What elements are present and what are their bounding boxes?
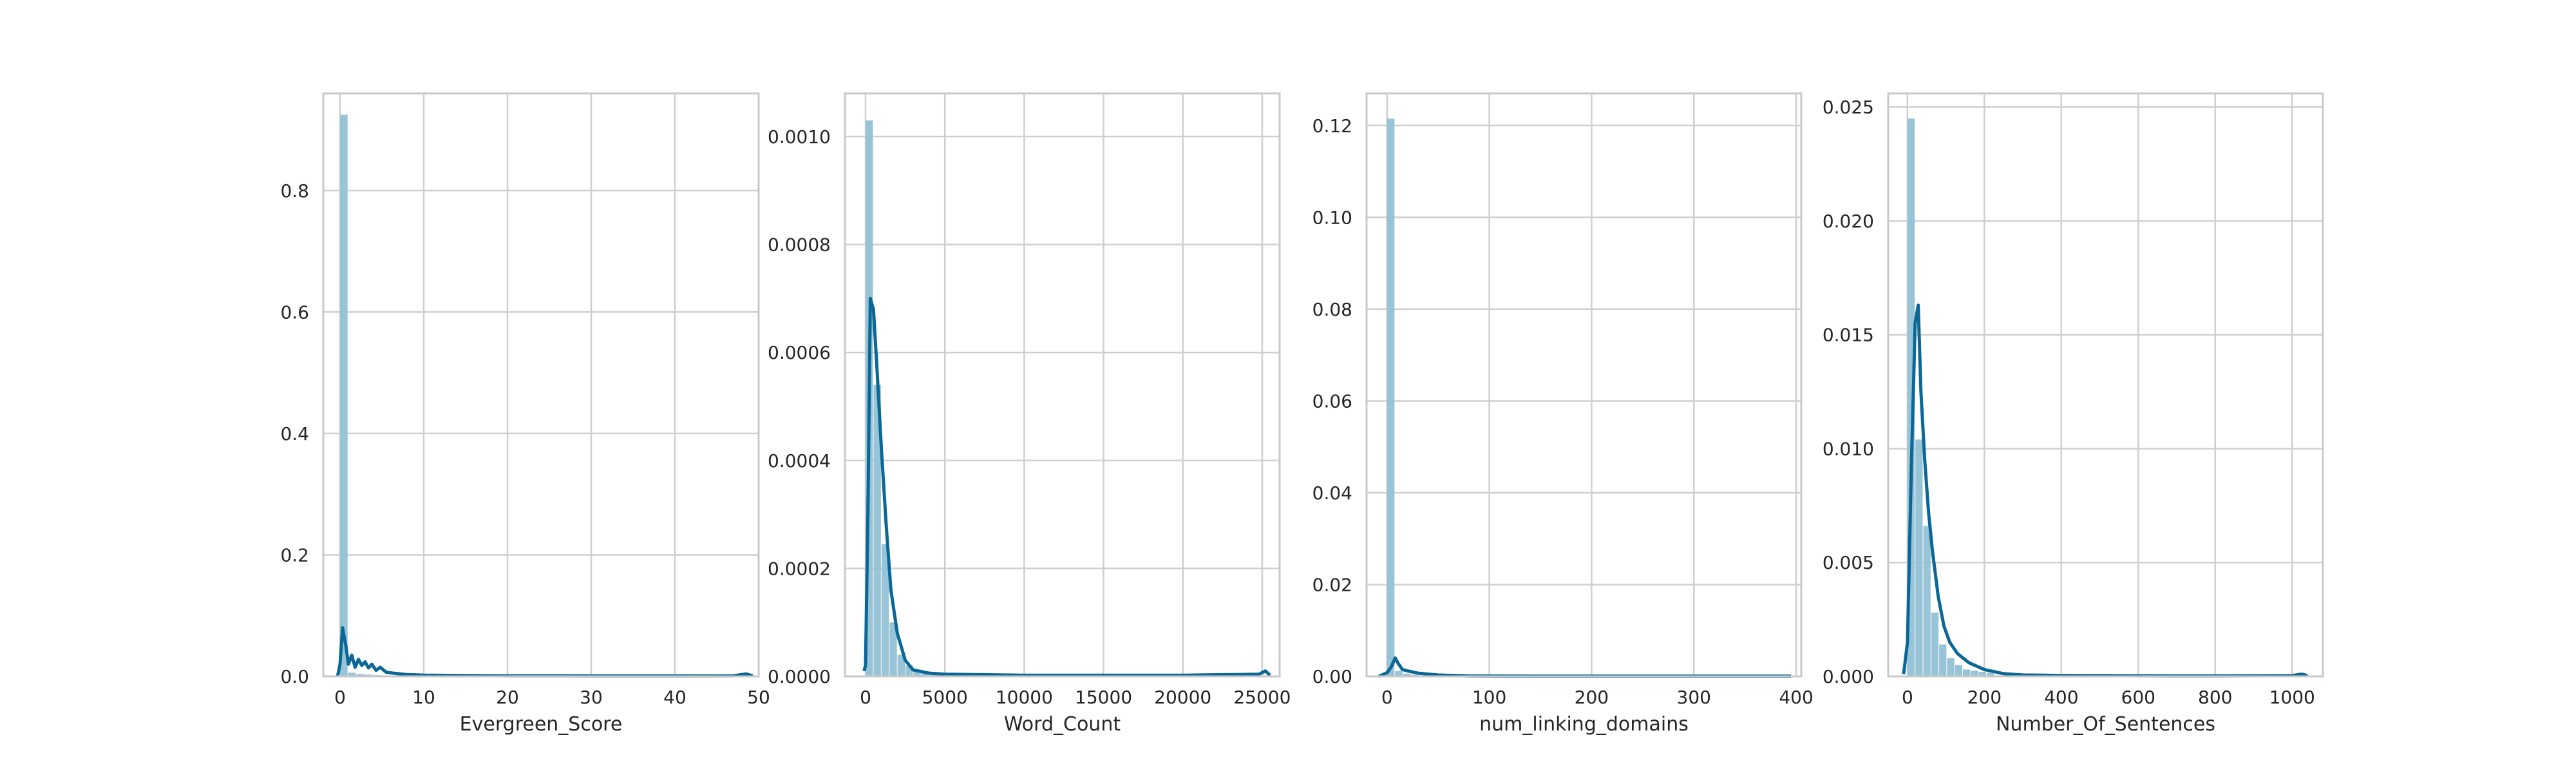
kde-line bbox=[862, 296, 1271, 677]
histogram-bar bbox=[897, 654, 905, 676]
histogram-bar bbox=[1931, 613, 1939, 676]
histogram-bar bbox=[1947, 658, 1955, 676]
histogram-bar bbox=[340, 114, 348, 676]
x-tick-label: 0 bbox=[1902, 687, 1913, 708]
histogram-bar bbox=[1915, 439, 1923, 676]
x-tick-label: 30 bbox=[580, 687, 603, 708]
y-tick-label: 0.08 bbox=[1312, 299, 1352, 320]
kde-line bbox=[1378, 656, 1792, 678]
y-tick-label: 0.12 bbox=[1312, 115, 1352, 137]
x-tick-label: 300 bbox=[1677, 687, 1711, 708]
y-tick-label: 0.6 bbox=[280, 301, 309, 323]
histogram-bar bbox=[921, 673, 929, 676]
y-tick-label: 0.0000 bbox=[768, 666, 831, 687]
x-tick-label: 10 bbox=[412, 687, 435, 708]
axes-frame bbox=[1887, 92, 2324, 678]
histogram-bar bbox=[889, 622, 897, 676]
y-tick-label: 0.0008 bbox=[768, 234, 831, 256]
x-tick-label: 25000 bbox=[1233, 687, 1291, 708]
x-tick-label: 5000 bbox=[922, 687, 968, 708]
x-axis-label: Evergreen_Score bbox=[460, 713, 623, 736]
x-tick-label: 1000 bbox=[2269, 687, 2315, 708]
histogram-bar bbox=[1387, 119, 1395, 676]
x-tick-label: 100 bbox=[1472, 687, 1506, 708]
histogram-bar bbox=[1939, 644, 1947, 676]
x-tick-label: 0 bbox=[1381, 687, 1393, 708]
histogram-bar bbox=[1978, 671, 1986, 676]
y-tick-label: 0.00 bbox=[1312, 666, 1352, 687]
x-tick-label: 0 bbox=[334, 687, 346, 708]
y-tick-label: 0.015 bbox=[1823, 325, 1874, 346]
x-tick-label: 40 bbox=[663, 687, 687, 708]
y-tick-label: 0.06 bbox=[1312, 390, 1352, 412]
y-tick-label: 0.10 bbox=[1312, 207, 1352, 228]
y-tick-label: 0.0010 bbox=[768, 126, 831, 148]
y-tick-label: 0.010 bbox=[1823, 438, 1874, 459]
kde-line bbox=[336, 626, 753, 678]
histogram-bar bbox=[1971, 671, 1978, 676]
histogram-bar bbox=[1955, 665, 1963, 676]
y-tick-label: 0.0006 bbox=[768, 342, 831, 363]
x-tick-label: 20000 bbox=[1154, 687, 1211, 708]
axes-frame bbox=[322, 92, 760, 678]
histogram-bar bbox=[873, 385, 881, 676]
y-tick-label: 0.0002 bbox=[768, 558, 831, 579]
x-tick-label: 15000 bbox=[1075, 687, 1132, 708]
x-axis-label: Number_Of_Sentences bbox=[1996, 713, 2215, 736]
y-tick-label: 0.8 bbox=[280, 180, 309, 202]
x-tick-label: 20 bbox=[496, 687, 519, 708]
x-tick-label: 600 bbox=[2121, 687, 2155, 708]
histogram-bar bbox=[1923, 526, 1931, 676]
y-tick-label: 0.005 bbox=[1823, 552, 1874, 573]
histogram-bar bbox=[1963, 669, 1971, 676]
x-tick-label: 10000 bbox=[996, 687, 1053, 708]
y-tick-label: 0.025 bbox=[1823, 97, 1874, 118]
histogram-bar bbox=[905, 665, 913, 676]
kde-line bbox=[1902, 303, 2308, 678]
y-tick-label: 0.04 bbox=[1312, 482, 1352, 504]
y-tick-label: 0.0 bbox=[280, 666, 309, 687]
x-axis-label: num_linking_domains bbox=[1479, 713, 1689, 736]
x-axis-label: Word_Count bbox=[1004, 713, 1121, 736]
histogram-bar bbox=[348, 673, 356, 676]
y-tick-label: 0.000 bbox=[1823, 666, 1874, 687]
subplot-number-of-sentences: 0 200 400 600 800 1000 0.000 0.005 0.010 0.015 0.0… bbox=[1823, 92, 2324, 736]
histogram-bar bbox=[1907, 118, 1915, 676]
x-tick-label: 200 bbox=[1575, 687, 1609, 708]
histogram-bar bbox=[913, 671, 921, 676]
x-tick-label: 0 bbox=[860, 687, 871, 708]
y-tick-label: 0.0004 bbox=[768, 450, 831, 472]
x-tick-label: 200 bbox=[1967, 687, 2002, 708]
histogram-bar bbox=[1395, 671, 1403, 676]
x-tick-label: 800 bbox=[2198, 687, 2232, 708]
x-tick-label: 50 bbox=[747, 687, 770, 708]
subplot-word-count: 0 5000 10000 15000 20000 25000 0.0000 0.0002 0.0… bbox=[768, 92, 1291, 736]
histogram-bar bbox=[356, 674, 365, 676]
histogram-bar bbox=[1403, 673, 1411, 676]
y-tick-label: 0.2 bbox=[280, 544, 309, 566]
y-tick-label: 0.4 bbox=[280, 423, 309, 444]
histogram-bar bbox=[1986, 673, 1994, 676]
x-tick-label: 400 bbox=[1779, 687, 1813, 708]
axes-frame bbox=[844, 92, 1281, 678]
axes-frame bbox=[1365, 92, 1803, 678]
subplot-num-linking-domains: 0 100 200 300 400 0.00 0.02 0.04 0.06 0.08 0.10 0.1… bbox=[1312, 92, 1814, 736]
y-tick-label: 0.020 bbox=[1823, 211, 1874, 232]
y-tick-label: 0.02 bbox=[1312, 574, 1352, 595]
histogram-bar bbox=[881, 544, 889, 676]
x-tick-label: 400 bbox=[2044, 687, 2078, 708]
subplot-evergreen-score: 0 10 20 30 40 50 0.0 0.2 0.4 0.6 0.8 Evergreen_Scor… bbox=[280, 92, 770, 736]
